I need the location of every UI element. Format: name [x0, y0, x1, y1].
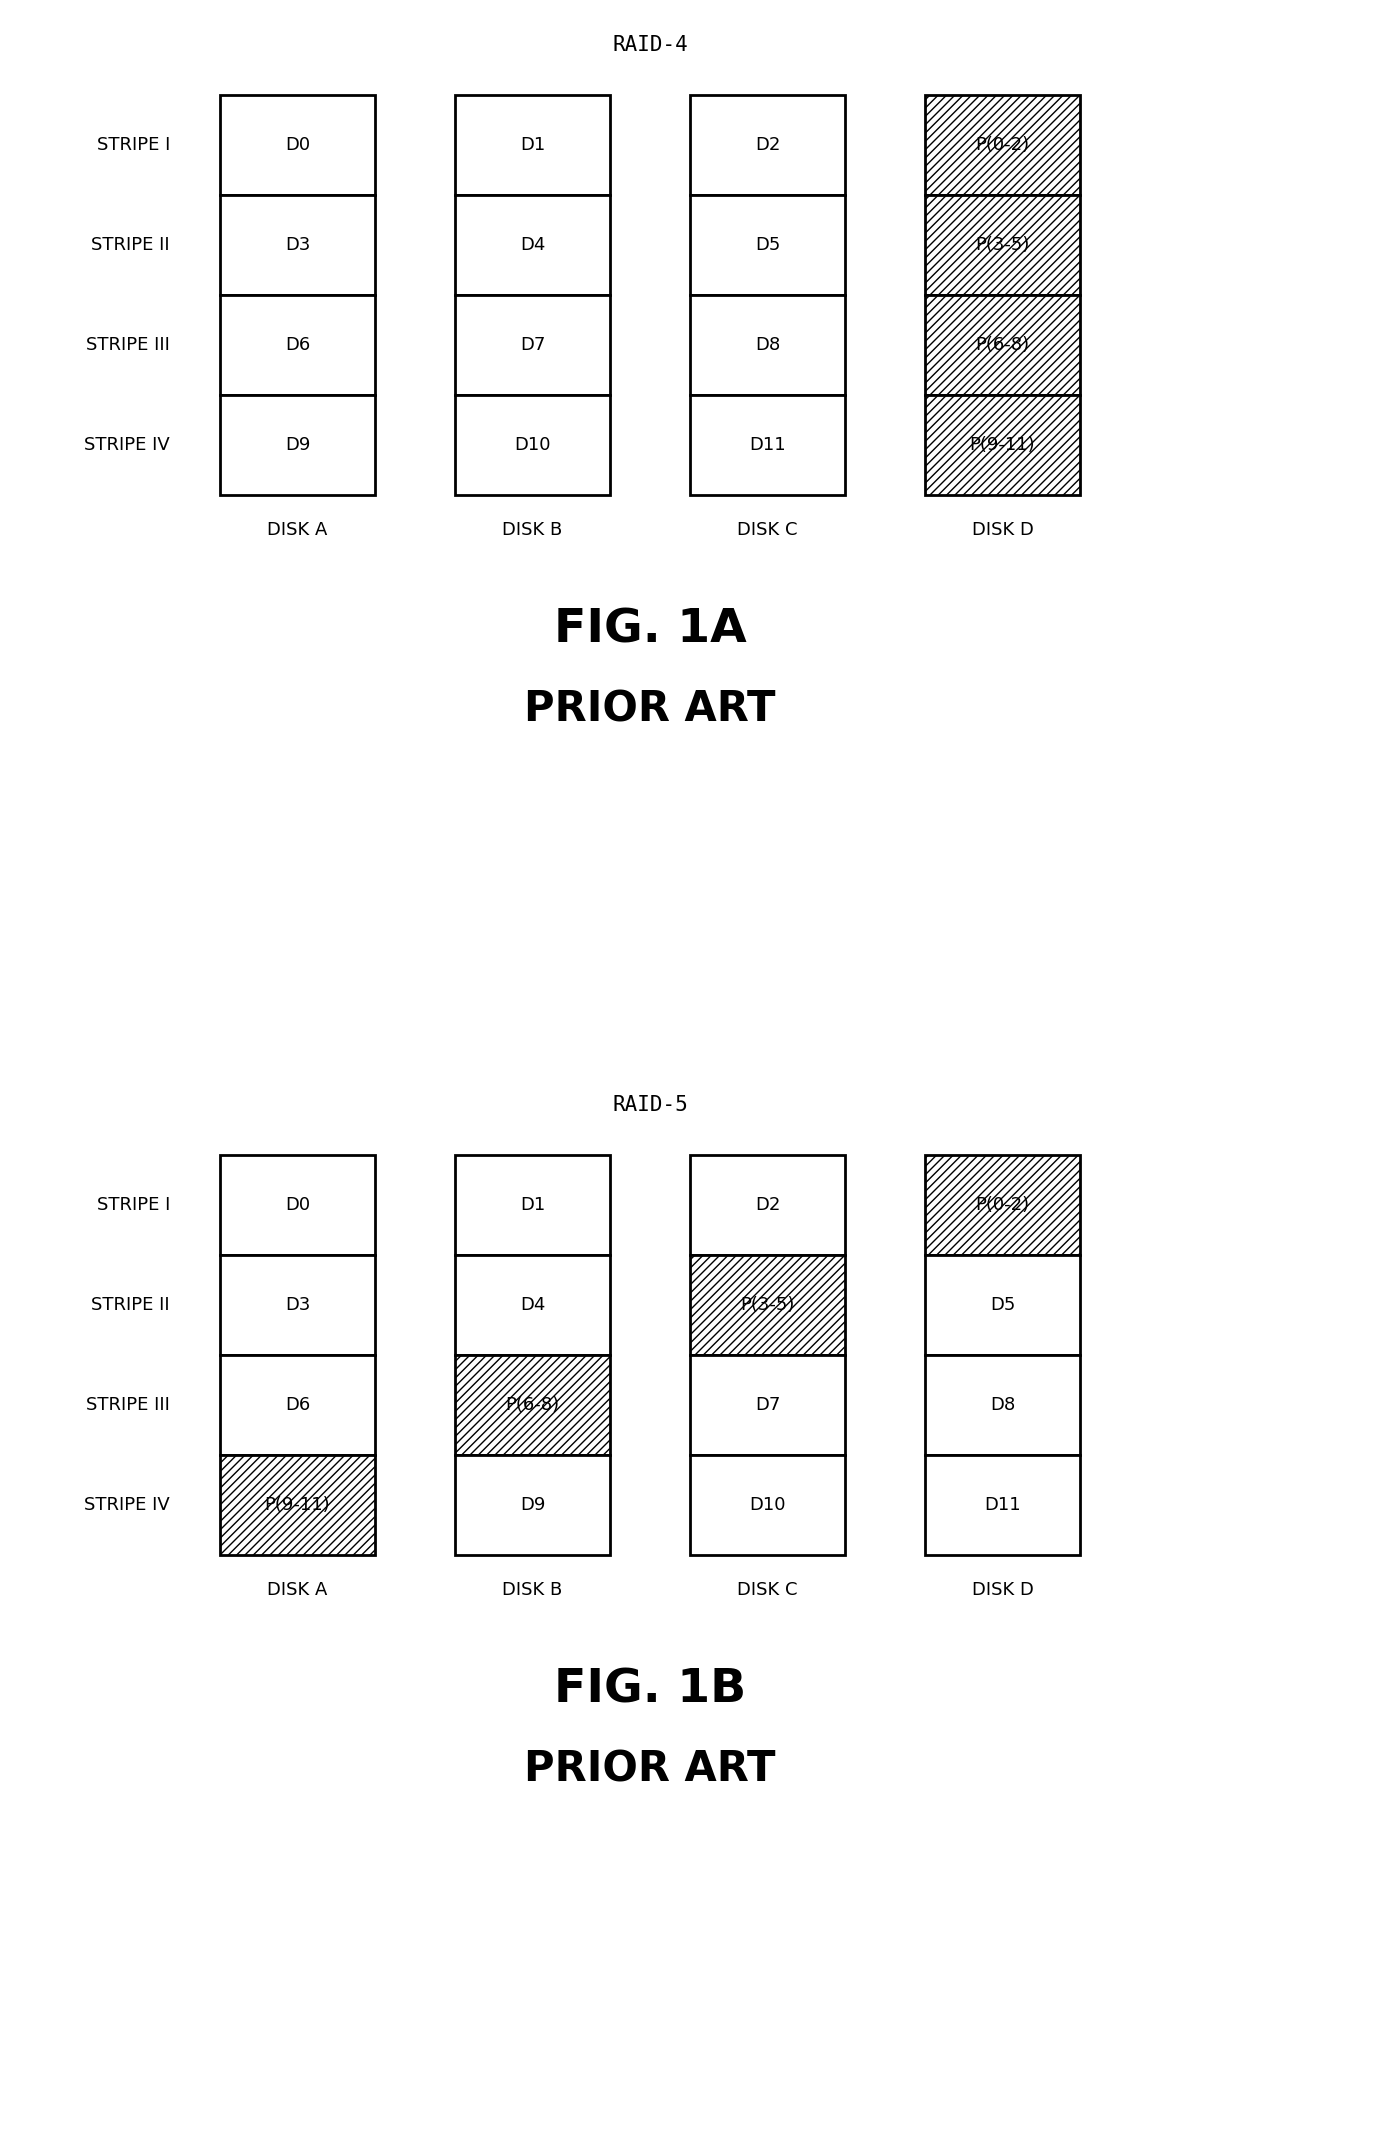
Text: STRIPE I: STRIPE I — [96, 1196, 170, 1213]
Text: DISK B: DISK B — [503, 521, 563, 540]
Bar — [220, 396, 375, 495]
Bar — [220, 1355, 375, 1454]
Bar — [220, 295, 375, 396]
Text: D5: D5 — [755, 237, 780, 254]
Text: D7: D7 — [755, 1396, 780, 1413]
Text: FIG. 1A: FIG. 1A — [553, 607, 747, 652]
Text: DISK B: DISK B — [503, 1581, 563, 1598]
Text: DISK D: DISK D — [972, 521, 1034, 540]
Bar — [691, 1355, 844, 1454]
Text: D3: D3 — [284, 237, 310, 254]
Text: D9: D9 — [520, 1495, 545, 1514]
Bar — [925, 1355, 1081, 1454]
Bar — [691, 95, 844, 196]
Text: D9: D9 — [284, 437, 310, 454]
Text: D2: D2 — [755, 136, 780, 155]
Bar — [925, 396, 1081, 495]
Bar — [454, 396, 610, 495]
Bar — [454, 1155, 610, 1254]
Bar — [691, 196, 844, 295]
Text: DISK C: DISK C — [737, 521, 798, 540]
Text: PRIOR ART: PRIOR ART — [524, 1749, 776, 1792]
Text: DISK D: DISK D — [972, 1581, 1034, 1598]
Bar — [691, 1454, 844, 1555]
Text: P(6-8): P(6-8) — [975, 336, 1030, 355]
Bar — [454, 1254, 610, 1355]
Bar — [454, 1355, 610, 1454]
Bar — [691, 295, 844, 396]
Text: DISK C: DISK C — [737, 1581, 798, 1598]
Text: P(9-11): P(9-11) — [265, 1495, 331, 1514]
Text: STRIPE IV: STRIPE IV — [84, 1495, 170, 1514]
Text: P(0-2): P(0-2) — [975, 136, 1030, 155]
Text: D8: D8 — [990, 1396, 1015, 1413]
Bar — [220, 95, 375, 196]
Text: RAID-5: RAID-5 — [612, 1095, 688, 1114]
Bar — [925, 1155, 1081, 1254]
Bar — [220, 1155, 375, 1254]
Text: D5: D5 — [990, 1297, 1015, 1314]
Text: D3: D3 — [284, 1297, 310, 1314]
Text: D1: D1 — [520, 136, 545, 155]
Text: STRIPE III: STRIPE III — [86, 336, 170, 355]
Bar — [925, 95, 1081, 196]
Text: D7: D7 — [520, 336, 545, 355]
Text: D4: D4 — [520, 1297, 545, 1314]
Bar — [925, 196, 1081, 295]
Text: D1: D1 — [520, 1196, 545, 1213]
Text: P(3-5): P(3-5) — [975, 237, 1030, 254]
Text: P(3-5): P(3-5) — [740, 1297, 795, 1314]
Text: DISK A: DISK A — [268, 1581, 328, 1598]
Text: PRIOR ART: PRIOR ART — [524, 688, 776, 731]
Text: D2: D2 — [755, 1196, 780, 1213]
Text: P(6-8): P(6-8) — [505, 1396, 560, 1413]
Bar — [454, 196, 610, 295]
Text: STRIPE II: STRIPE II — [92, 1297, 170, 1314]
Text: STRIPE I: STRIPE I — [96, 136, 170, 155]
Text: D0: D0 — [286, 136, 310, 155]
Text: RAID-4: RAID-4 — [612, 34, 688, 56]
Text: STRIPE II: STRIPE II — [92, 237, 170, 254]
Text: D0: D0 — [286, 1196, 310, 1213]
Text: D11: D11 — [750, 437, 785, 454]
Text: D8: D8 — [755, 336, 780, 355]
Text: D6: D6 — [284, 336, 310, 355]
Bar — [925, 295, 1081, 396]
Text: STRIPE III: STRIPE III — [86, 1396, 170, 1413]
Bar — [691, 1155, 844, 1254]
Bar — [925, 1454, 1081, 1555]
Text: D11: D11 — [984, 1495, 1020, 1514]
Bar — [454, 1454, 610, 1555]
Bar — [220, 196, 375, 295]
Text: DISK A: DISK A — [268, 521, 328, 540]
Text: D4: D4 — [520, 237, 545, 254]
Bar — [220, 1254, 375, 1355]
Text: P(9-11): P(9-11) — [969, 437, 1035, 454]
Text: P(0-2): P(0-2) — [975, 1196, 1030, 1213]
Bar — [925, 1254, 1081, 1355]
Text: D6: D6 — [284, 1396, 310, 1413]
Bar — [691, 396, 844, 495]
Bar — [454, 295, 610, 396]
Text: FIG. 1B: FIG. 1B — [553, 1667, 746, 1712]
Text: STRIPE IV: STRIPE IV — [84, 437, 170, 454]
Text: D10: D10 — [515, 437, 551, 454]
Bar — [454, 95, 610, 196]
Text: D10: D10 — [750, 1495, 785, 1514]
Bar — [220, 1454, 375, 1555]
Bar — [691, 1254, 844, 1355]
